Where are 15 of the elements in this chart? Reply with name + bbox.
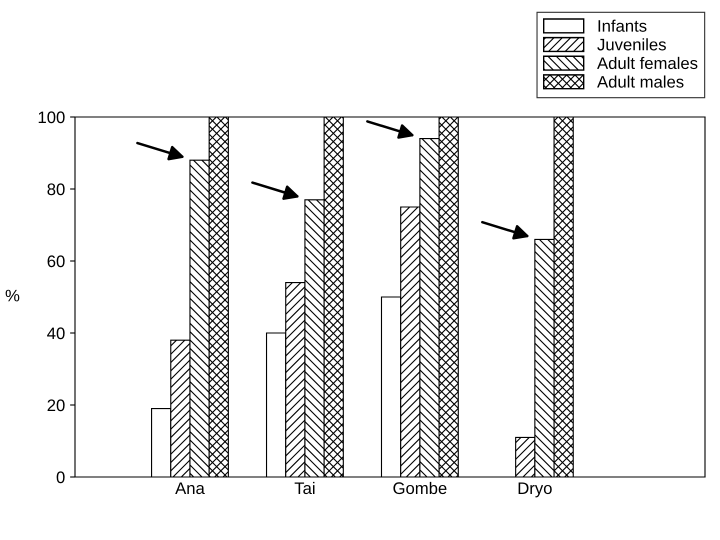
x-tick-label: Gombe xyxy=(393,482,446,494)
y-tick-label: 20 xyxy=(48,399,65,412)
legend-label: Infants xyxy=(598,20,646,32)
legend-label: Adult females xyxy=(597,56,698,70)
x-tick-label: Dryo xyxy=(518,482,552,498)
x-tick-label: Ana xyxy=(175,482,205,494)
x-tick-label: Tai xyxy=(294,482,314,494)
y-axis-title: % xyxy=(6,290,20,302)
y-tick-label: 0 xyxy=(56,471,65,484)
legend-label: Juveniles xyxy=(597,38,666,50)
y-tick-label: 40 xyxy=(47,327,65,340)
legend-label: Adult males xyxy=(597,75,684,88)
y-tick-label: 60 xyxy=(48,255,65,268)
y-tick-label: 80 xyxy=(47,183,65,196)
y-tick-label: 100 xyxy=(38,111,65,124)
